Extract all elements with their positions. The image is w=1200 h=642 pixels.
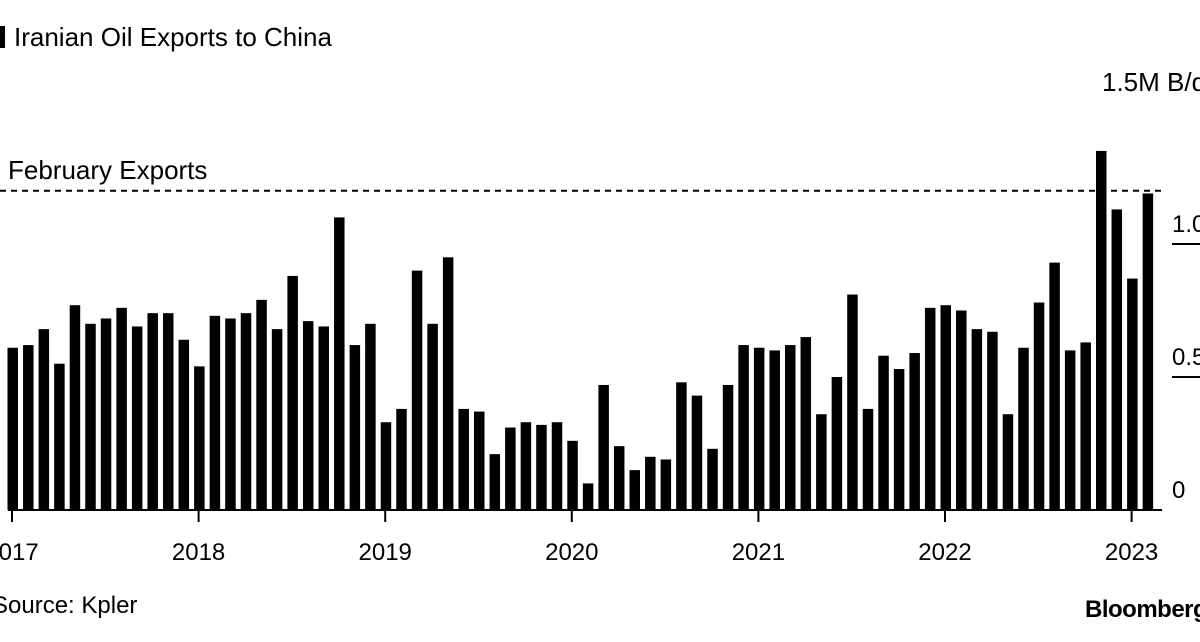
bar xyxy=(131,326,143,510)
bar xyxy=(660,459,672,510)
bar xyxy=(987,331,998,510)
x-tick-label: 2017 xyxy=(0,539,39,566)
bar xyxy=(598,384,609,510)
x-tick-label: 2021 xyxy=(732,539,785,566)
bar xyxy=(847,294,858,510)
bar xyxy=(924,307,936,510)
x-axis: 2017 2018 2019 2020 2021 2022 2023 xyxy=(0,510,1158,566)
x-tick-label: 2022 xyxy=(918,539,971,566)
bar xyxy=(1049,262,1060,510)
y-axis: 0 0.5 1.0 xyxy=(1172,211,1200,504)
bar xyxy=(956,310,967,510)
bar xyxy=(940,305,951,510)
source-note: Source: Kpler xyxy=(0,592,137,619)
bar xyxy=(613,446,625,510)
bar xyxy=(1096,150,1107,510)
bar xyxy=(489,454,501,510)
bar xyxy=(878,355,889,510)
bar xyxy=(365,323,376,510)
bar xyxy=(38,329,50,510)
x-tick-label: 2023 xyxy=(1105,539,1158,566)
bar xyxy=(427,323,438,510)
bar xyxy=(862,408,874,510)
y-tick-label: 1.0 xyxy=(1172,211,1200,238)
bar xyxy=(1002,414,1014,510)
bar xyxy=(893,369,905,510)
bar xyxy=(85,323,96,510)
february-exports-annotation: February Exports xyxy=(0,155,1162,192)
bar xyxy=(645,456,656,510)
bar xyxy=(536,424,547,510)
bar xyxy=(1111,209,1123,511)
bar xyxy=(831,377,843,510)
bar xyxy=(349,345,361,510)
bar xyxy=(1018,347,1029,510)
x-tick-label: 2019 xyxy=(359,539,412,566)
bar xyxy=(769,350,780,510)
bar xyxy=(116,307,127,510)
bar xyxy=(442,257,454,510)
bar xyxy=(178,339,190,510)
bar xyxy=(722,384,734,510)
bar xyxy=(1127,278,1138,510)
bar xyxy=(1064,350,1076,510)
bar xyxy=(287,275,298,510)
y-tick-label: 0.5 xyxy=(1172,344,1200,371)
bar xyxy=(474,411,485,510)
bar xyxy=(800,337,812,510)
bar xyxy=(209,315,221,510)
bars xyxy=(7,150,1154,511)
bar xyxy=(411,270,423,510)
bar xyxy=(240,313,252,510)
bar xyxy=(909,353,920,510)
bar xyxy=(676,382,687,510)
bar xyxy=(520,422,532,510)
bar xyxy=(1080,342,1091,510)
bar xyxy=(505,427,516,510)
bar xyxy=(334,217,345,510)
bar xyxy=(582,483,594,510)
bar xyxy=(785,345,796,510)
bar xyxy=(23,345,34,510)
bloomberg-logo: Bloomberg xyxy=(1085,596,1200,623)
bar xyxy=(256,299,267,510)
bar xyxy=(396,408,407,510)
bar xyxy=(194,366,205,510)
bar xyxy=(7,347,18,510)
bar xyxy=(753,347,765,510)
bar xyxy=(738,345,749,510)
bar xyxy=(271,329,283,510)
y-tick-label: 0 xyxy=(1172,477,1185,504)
bar xyxy=(147,313,158,510)
bar xyxy=(816,414,827,510)
x-tick-label: 2018 xyxy=(172,539,225,566)
bar xyxy=(100,318,112,510)
bar xyxy=(707,448,718,510)
bar xyxy=(691,395,703,510)
chart-title: Iranian Oil Exports to China xyxy=(14,22,332,52)
bar xyxy=(54,363,65,510)
y-unit-label: 1.5M B/d xyxy=(1102,67,1200,97)
annotation-label: February Exports xyxy=(8,155,207,185)
bar xyxy=(380,422,392,510)
x-tick-label: 2020 xyxy=(545,539,598,566)
bar xyxy=(163,313,174,510)
bar xyxy=(629,470,640,510)
bar xyxy=(302,321,314,510)
bar xyxy=(971,329,983,510)
bar xyxy=(1033,302,1045,510)
bar xyxy=(69,305,81,510)
title-group: Iranian Oil Exports to China xyxy=(0,22,332,52)
title-marker xyxy=(0,26,5,48)
bar xyxy=(458,408,469,510)
bar xyxy=(318,326,329,510)
bar xyxy=(567,440,578,510)
bar xyxy=(1142,193,1154,510)
bar xyxy=(551,422,563,510)
bar xyxy=(225,318,236,510)
